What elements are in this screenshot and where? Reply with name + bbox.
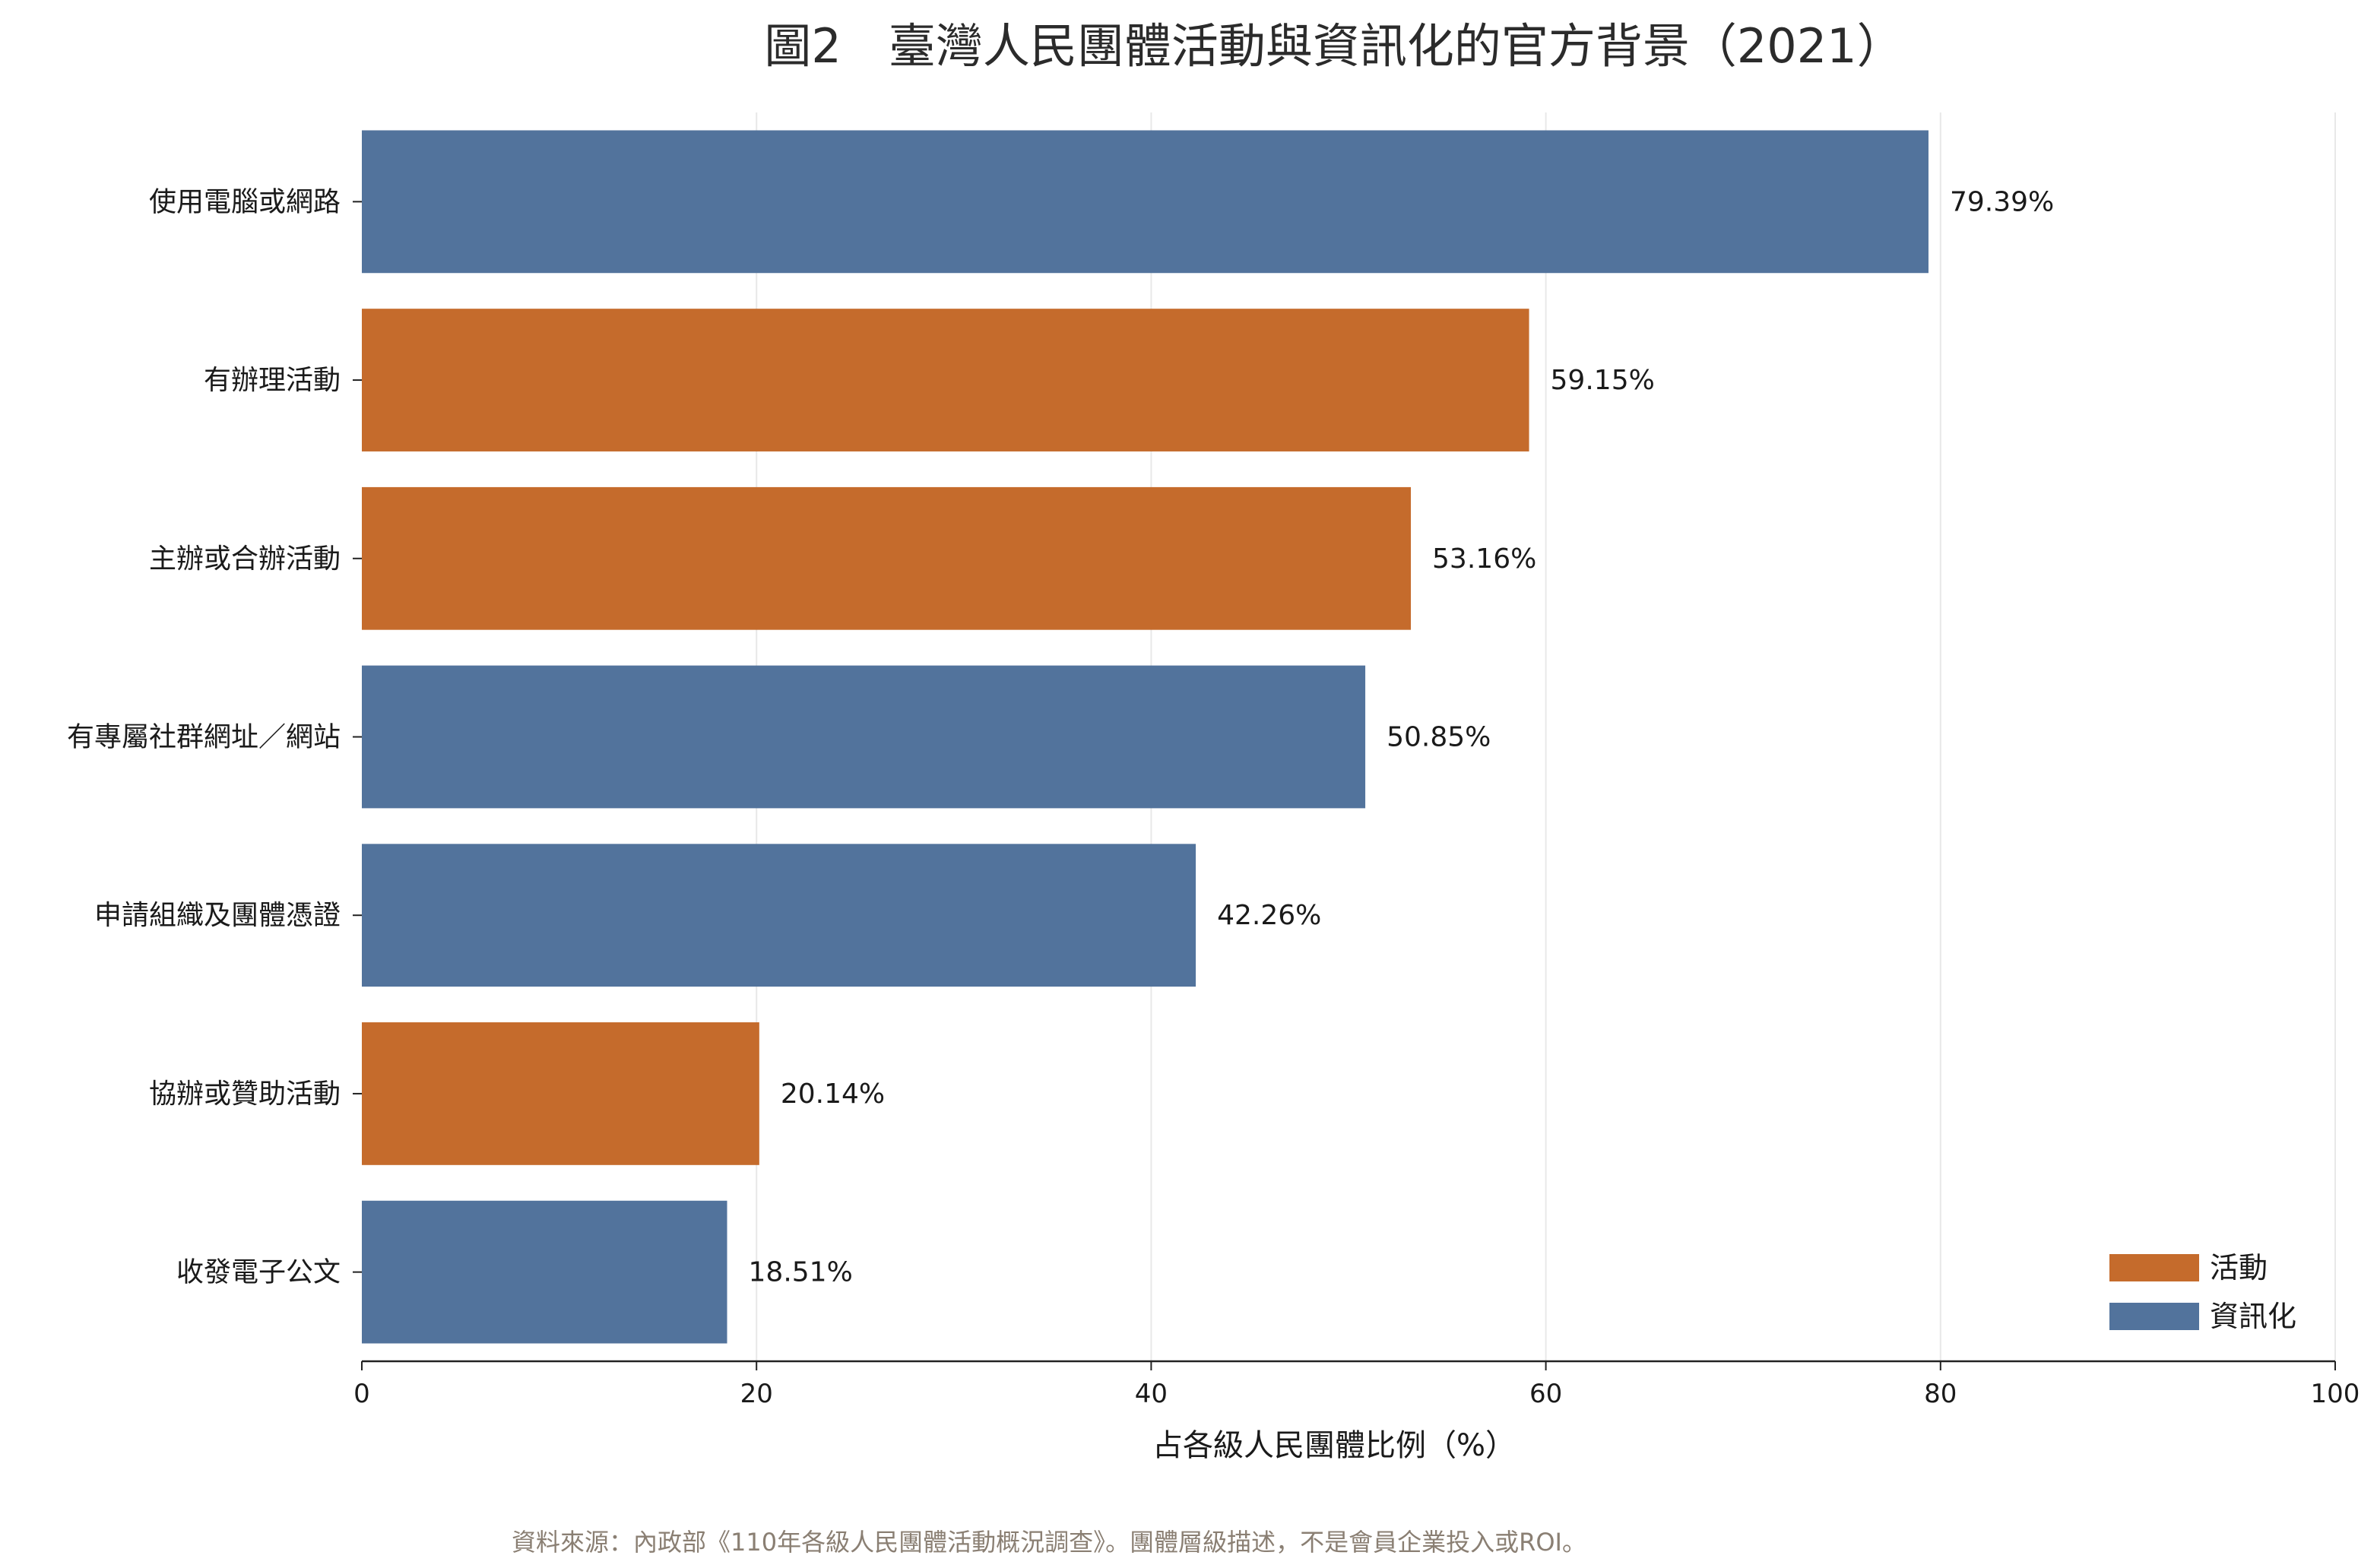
- bar: [362, 130, 1929, 274]
- x-axis: 0 20 40 60 80 100: [353, 1360, 2360, 1409]
- bar: [362, 665, 1366, 809]
- value-label: 20.14%: [781, 1079, 885, 1110]
- legend-swatch: [2109, 1303, 2199, 1330]
- value-label: 50.85%: [1387, 722, 1491, 753]
- value-label: 53.16%: [1432, 543, 1536, 575]
- x-tick-label: 40: [1135, 1379, 1168, 1409]
- x-axis-title: 占各級人民團體比例（%）: [1152, 1428, 1516, 1463]
- category-label: 協辦或贊助活動: [149, 1079, 341, 1110]
- bar: [362, 309, 1529, 451]
- bar: [362, 844, 1196, 987]
- category-label: 主辦或合辦活動: [149, 543, 341, 575]
- legend-swatch: [2109, 1254, 2199, 1281]
- value-label: 42.26%: [1217, 900, 1321, 931]
- bars: 79.39% 59.15% 53.16% 50.85% 42.26% 20.14% 18.5…: [362, 130, 2054, 1344]
- x-tick-label: 20: [740, 1379, 773, 1409]
- category-label: 有專屬社群網址／網站: [67, 722, 341, 753]
- value-label: 18.51%: [749, 1257, 853, 1288]
- legend-label: 資訊化: [2210, 1300, 2296, 1333]
- x-tick-label: 80: [1924, 1379, 1957, 1409]
- bar: [362, 1200, 727, 1344]
- category-label: 使用電腦或網路: [149, 186, 341, 217]
- value-label: 59.15%: [1551, 365, 1655, 396]
- x-tick-label: 0: [353, 1379, 370, 1409]
- category-labels: 使用電腦或網路有辦理活動主辦或合辦活動有專屬社群網址／網站申請組織及團體憑證協辦…: [67, 186, 362, 1288]
- legend-label: 活動: [2210, 1251, 2268, 1284]
- category-label: 有辦理活動: [204, 365, 341, 396]
- bar: [362, 486, 1412, 630]
- source-note: 資料來源：內政部《110年各級人民團體活動概況調查》。團體層級描述，不是會員企業…: [512, 1528, 1586, 1557]
- x-tick-label: 100: [2311, 1379, 2360, 1409]
- x-tick-label: 60: [1529, 1379, 1562, 1409]
- bar: [362, 1022, 759, 1165]
- value-label: 79.39%: [1950, 186, 2054, 217]
- category-label: 收發電子公文: [176, 1257, 341, 1288]
- category-label: 申請組織及團體憑證: [94, 900, 341, 931]
- chart-title: 圖2 臺灣人民團體活動與資訊化的官方背景（2021）: [764, 18, 1903, 74]
